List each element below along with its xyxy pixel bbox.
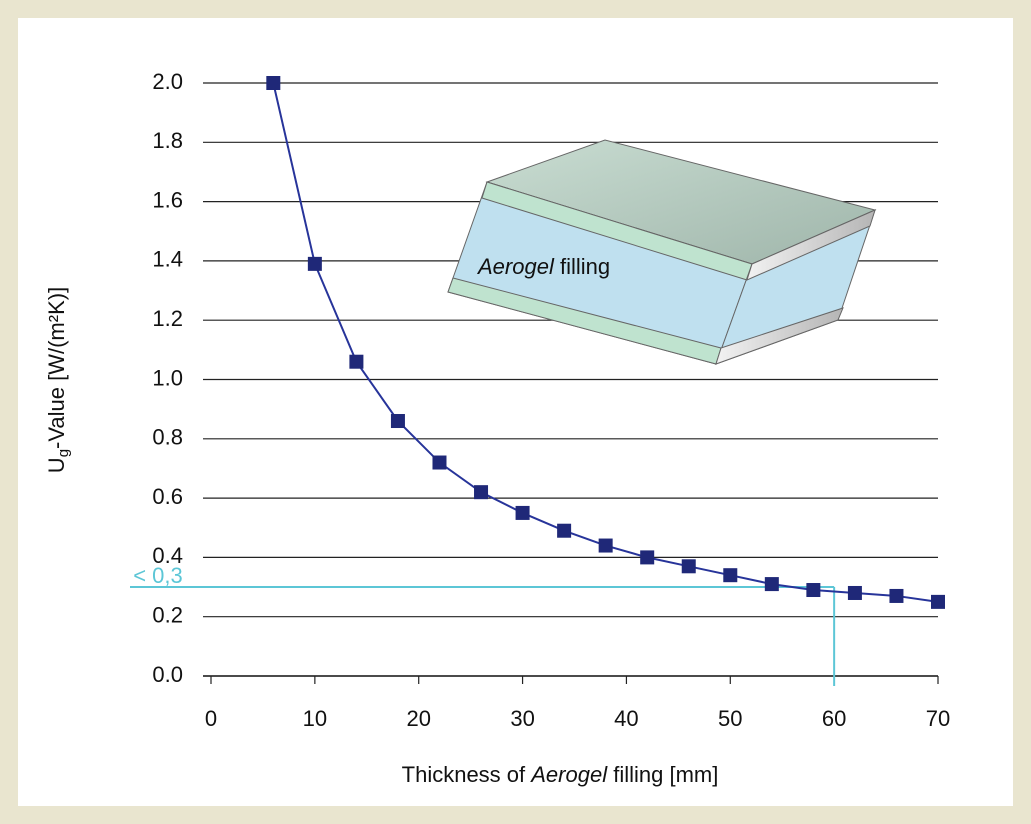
y-tick-label: 1.2 [152,306,183,331]
data-point [681,559,696,574]
x-tick-label: 20 [406,706,430,731]
x-label-part: Thickness of [402,762,532,787]
y-tick-label: 0.2 [152,603,183,628]
x-tick-label: 30 [510,706,534,731]
y-tick-label: 1.0 [152,365,183,390]
y-tick-label: 0.0 [152,662,183,687]
inset-label-rest: filling [554,254,610,279]
data-point [266,76,281,90]
data-point [931,594,945,609]
y-label-sub: g [55,449,72,457]
data-point [557,523,572,538]
data-point [390,414,405,429]
y-tick-label: 0.8 [152,425,183,450]
data-point [307,256,322,271]
y-tick-label: 1.4 [152,247,183,272]
data-point [889,588,904,603]
annotation-label: < 0,3 [133,563,183,588]
data-point [349,354,364,369]
y-tick-label: 1.8 [152,128,183,153]
data-point [432,455,447,470]
data-point [598,538,613,553]
x-tick-label: 0 [205,706,217,731]
y-tick-label: 1.6 [152,187,183,212]
x-tick-label: 40 [614,706,638,731]
data-point [474,485,489,500]
y-tick-label: 0.4 [152,543,183,568]
grid [203,82,938,677]
data-point [764,577,779,592]
panel [18,18,1013,806]
data-point [640,550,655,565]
x-label-part: Aerogel [529,762,608,787]
data-point [723,568,738,583]
y-label-part: U [44,457,69,473]
y-tick-label: 0.6 [152,484,183,509]
data-point [847,585,862,600]
inset-illustration: Aerogel filling [447,139,877,365]
x-tick-label: 50 [718,706,742,731]
x-axis-label: Thickness of Aerogel filling [mm] [402,762,719,787]
inset-label: Aerogel filling [476,254,610,279]
y-label-part: -Value [W/(m²K)] [44,287,69,449]
x-tick-label: 60 [822,706,846,731]
data-point [515,505,530,520]
x-tick-label: 70 [926,706,950,731]
y-tick-label: 2.0 [152,69,183,94]
x-tick-label: 10 [303,706,327,731]
inset-label-italic: Aerogel [476,254,555,279]
x-label-part: filling [mm] [607,762,718,787]
y-axis-label: Ug-Value [W/(m²K)] [44,287,72,473]
data-point [806,583,821,598]
